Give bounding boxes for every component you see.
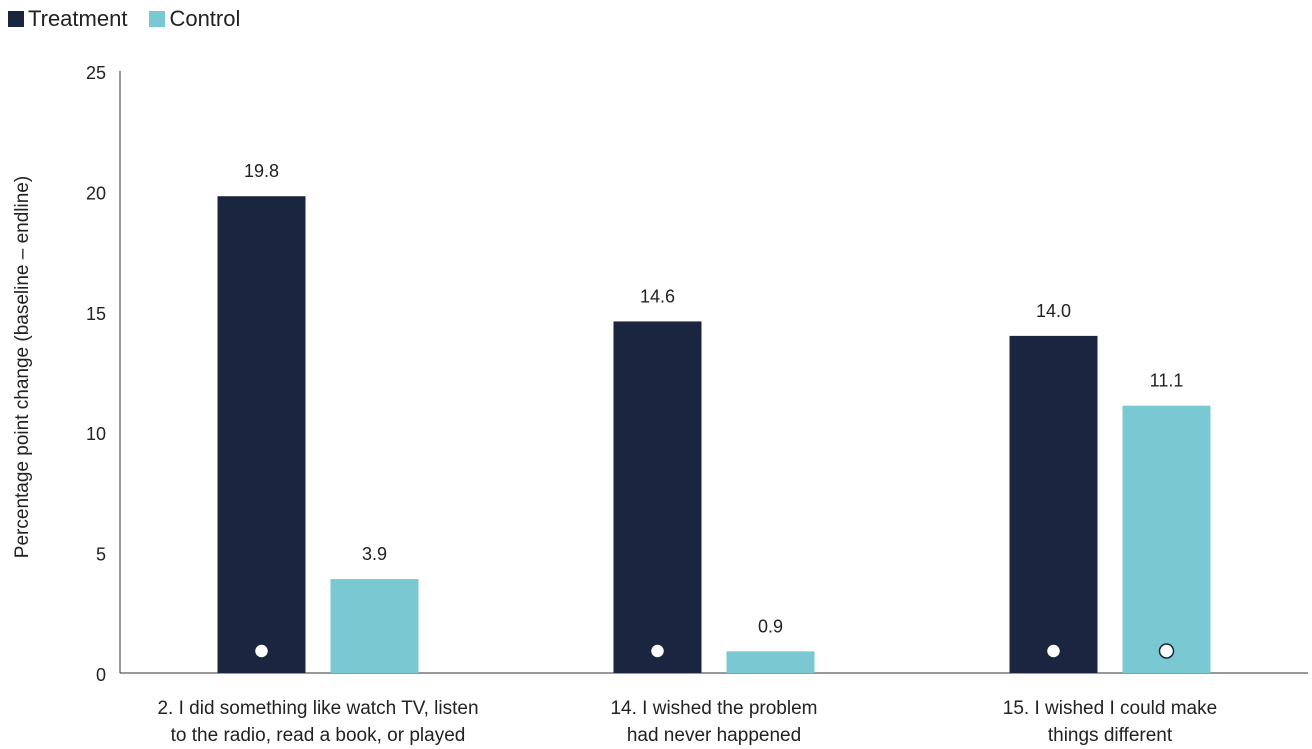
significance-marker	[649, 643, 666, 659]
bar-control-1	[726, 651, 815, 673]
legend-swatch-control	[149, 11, 166, 27]
x-tick-label: to the radio, read a book, or played	[171, 725, 466, 746]
data-label: 14.0	[1036, 301, 1071, 321]
x-tick-label: had never happened	[627, 725, 801, 746]
bar-control-0	[330, 579, 419, 673]
significance-marker	[1158, 643, 1175, 659]
x-tick-label: 14. I wished the problem	[610, 698, 817, 719]
y-tick-label: 25	[86, 63, 106, 83]
significance-marker	[253, 643, 270, 659]
legend-swatch-treatment	[8, 11, 24, 27]
bar-treatment-2	[1009, 335, 1098, 673]
y-tick-label: 15	[86, 304, 106, 324]
x-tick-label: 15. I wished I could make	[1003, 698, 1217, 719]
data-label: 14.6	[640, 286, 675, 306]
x-tick-label: 2. I did something like watch TV, listen	[157, 698, 478, 719]
bar-treatment-1	[613, 321, 702, 673]
legend-item-treatment: Treatment	[8, 6, 127, 32]
legend-label-control: Control	[169, 6, 241, 31]
y-tick-label: 10	[86, 424, 106, 444]
legend-item-control: Control	[149, 6, 240, 32]
y-tick-label: 20	[86, 183, 106, 203]
y-tick-label: 0	[96, 665, 106, 685]
data-label: 11.1	[1150, 371, 1184, 391]
bar-control-2	[1122, 405, 1211, 673]
y-axis-label: Percentage point change (baseline – endl…	[12, 176, 33, 558]
data-label: 3.9	[362, 544, 387, 564]
x-tick-label: things different	[1048, 725, 1173, 746]
legend: Treatment Control	[8, 6, 262, 32]
data-label: 19.8	[244, 161, 279, 181]
significance-marker	[1045, 643, 1062, 659]
y-tick-label: 5	[96, 545, 106, 565]
bar-treatment-0	[217, 196, 306, 673]
data-label: 0.9	[758, 616, 783, 636]
legend-label-treatment: Treatment	[28, 6, 128, 31]
